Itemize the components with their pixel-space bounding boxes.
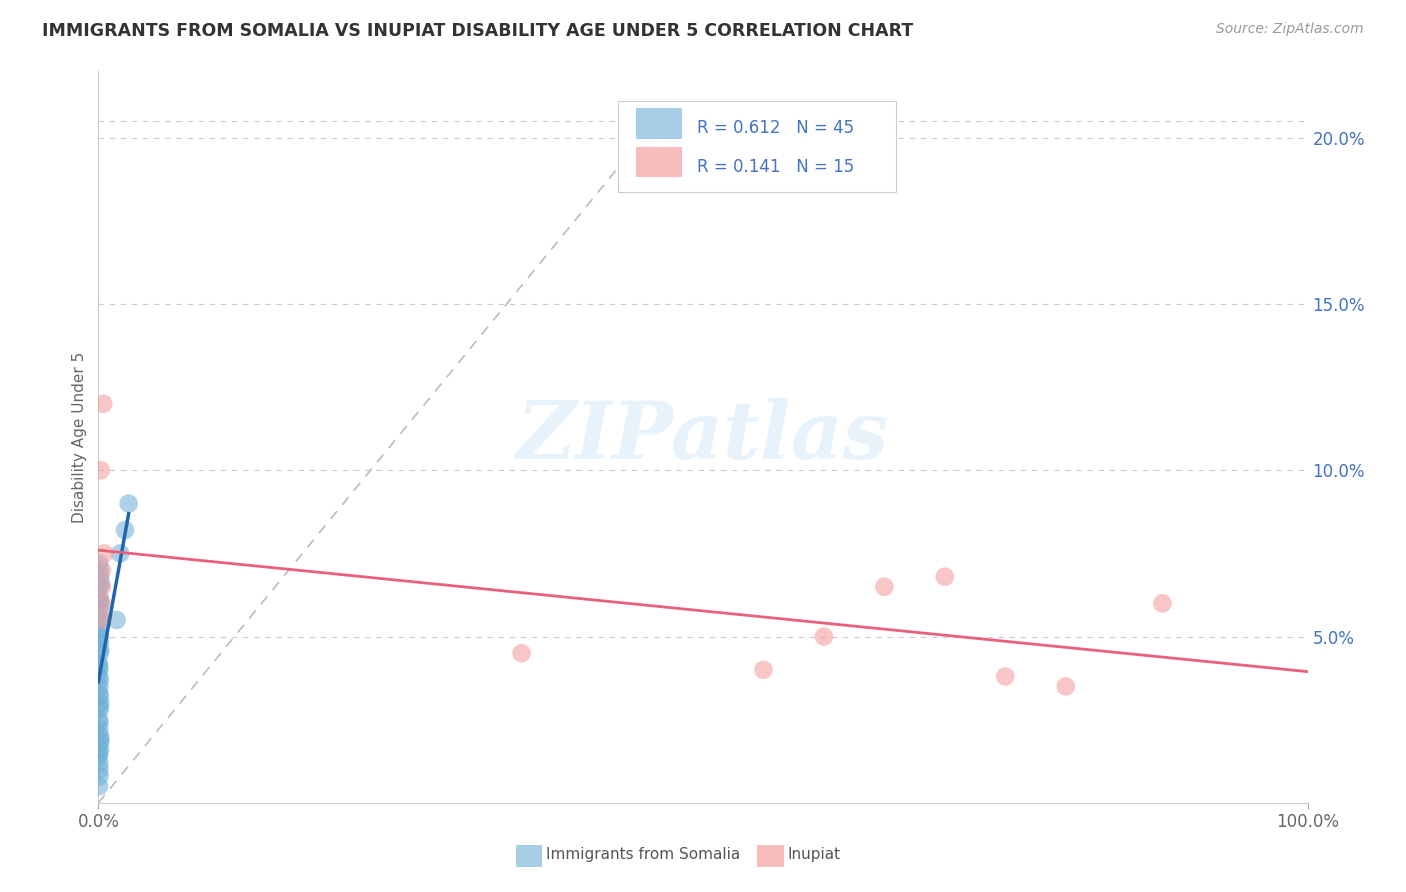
Point [87,669,110,683]
Text: IMMIGRANTS FROM SOMALIA VS INUPIAT DISABILITY AGE UNDER 5 CORRELATION CHART: IMMIGRANTS FROM SOMALIA VS INUPIAT DISAB… [42,22,914,40]
FancyBboxPatch shape [619,101,897,192]
Point [89,696,111,710]
Point [89,680,111,694]
Bar [516,846,543,867]
Point [91,563,114,577]
Text: R = 0.141   N = 15: R = 0.141 N = 15 [697,158,855,176]
Point [89,746,111,760]
Text: Source: ZipAtlas.com: Source: ZipAtlas.com [1216,22,1364,37]
Point [89,603,111,617]
Point [813,630,835,644]
Point [105,613,128,627]
Point [89,557,111,571]
Point [89,736,111,750]
Point [89,609,111,624]
Point [89,590,111,604]
Point [89,623,111,637]
Bar [758,846,785,867]
Point [89,769,111,783]
Point [91,613,114,627]
Point [87,656,110,670]
Point [90,576,112,591]
Point [118,497,141,511]
Point [89,742,111,756]
Point [114,523,136,537]
Point [89,636,111,650]
Point [89,630,111,644]
Point [89,580,111,594]
Point [89,563,111,577]
Point [89,659,111,673]
Point [89,643,111,657]
Point [89,626,111,640]
Point [752,663,775,677]
Point [89,732,111,747]
Point [1054,680,1077,694]
Point [89,646,111,660]
Point [934,570,956,584]
Point [90,463,112,477]
Point [108,546,131,560]
Point [89,703,111,717]
Point [89,596,111,610]
Point [91,596,114,610]
Point [89,570,111,584]
Point [89,663,111,677]
Point [994,669,1017,683]
Point [87,779,110,793]
Text: Inupiat: Inupiat [787,847,841,862]
Point [93,546,115,560]
Point [89,763,111,777]
Point [89,673,111,687]
Point [87,613,110,627]
Text: ZIPatlas: ZIPatlas [517,399,889,475]
Point [91,397,114,411]
Point [510,646,533,660]
Point [89,729,111,743]
Point [91,580,114,594]
Text: R = 0.612   N = 45: R = 0.612 N = 45 [697,119,853,136]
Bar [637,108,682,138]
Point [89,723,111,737]
Point [89,756,111,770]
Text: Immigrants from Somalia: Immigrants from Somalia [546,847,740,862]
Point [89,593,111,607]
Point [89,690,111,704]
Point [89,699,111,714]
Point [87,686,110,700]
Point [89,716,111,731]
Point [1152,596,1174,610]
Point [87,749,110,764]
Point [89,713,111,727]
Point [873,580,896,594]
Y-axis label: Disability Age Under 5: Disability Age Under 5 [72,351,87,523]
Bar [637,146,682,178]
